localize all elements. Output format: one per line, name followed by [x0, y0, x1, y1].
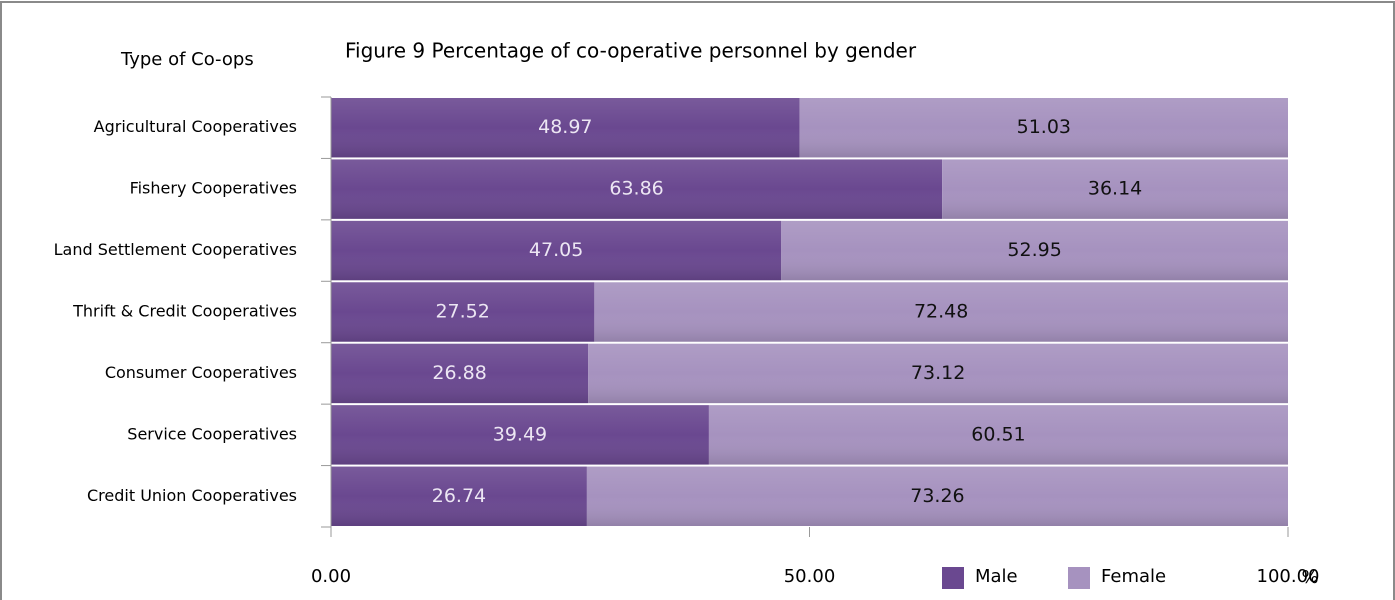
legend-label: Female [1101, 566, 1166, 587]
x-axis-label: % [1301, 567, 1318, 588]
bar-shade [799, 98, 1288, 158]
data-label: 26.74 [432, 485, 486, 507]
y-tick-label: Fishery Cooperatives [130, 179, 297, 198]
y-tick-label: Agricultural Cooperatives [94, 117, 297, 136]
data-label: 47.05 [529, 239, 583, 261]
data-label: 26.88 [432, 362, 486, 384]
data-label: 72.48 [914, 301, 968, 323]
data-label: 27.52 [435, 301, 489, 323]
bar-shade [331, 405, 709, 465]
legend-label: Male [975, 566, 1018, 587]
data-label: 48.97 [538, 116, 592, 138]
y-tick-label: Thrift & Credit Cooperatives [72, 302, 297, 321]
bar-shade [781, 220, 1288, 281]
data-label: 51.03 [1017, 116, 1071, 138]
y-axis-label: Type of Co-ops [120, 49, 254, 70]
x-tick-label: 50.00 [784, 566, 836, 587]
bar-shade [942, 159, 1288, 219]
data-label: 60.51 [971, 423, 1025, 445]
legend-swatch [1068, 567, 1090, 589]
data-label: 73.26 [910, 485, 964, 507]
data-label: 52.95 [1007, 239, 1061, 261]
y-tick-label: Land Settlement Cooperatives [54, 240, 297, 259]
bar-shade [331, 159, 943, 219]
y-tick-label: Consumer Cooperatives [105, 363, 297, 382]
bar-shade [708, 405, 1288, 465]
bar-shade [586, 466, 1288, 526]
x-tick-label: 100.00 [1257, 566, 1320, 587]
y-tick-label: Credit Union Cooperatives [87, 486, 297, 505]
bar-shade [331, 343, 589, 404]
data-label: 39.49 [493, 423, 547, 445]
chart-title: Figure 9 Percentage of co-operative pers… [345, 39, 917, 63]
data-label: 73.12 [911, 362, 965, 384]
bar-shade [331, 98, 800, 158]
data-label: 36.14 [1088, 178, 1142, 200]
data-label: 63.86 [609, 178, 663, 200]
y-tick-label: Service Cooperatives [127, 424, 297, 443]
bar-shade [331, 466, 587, 526]
legend-swatch [942, 567, 964, 589]
x-tick-label: 0.00 [311, 566, 351, 587]
bar-shade [594, 282, 1288, 342]
bar-shade [588, 343, 1288, 404]
bar-shade [331, 282, 595, 342]
bar-shade [331, 220, 782, 281]
